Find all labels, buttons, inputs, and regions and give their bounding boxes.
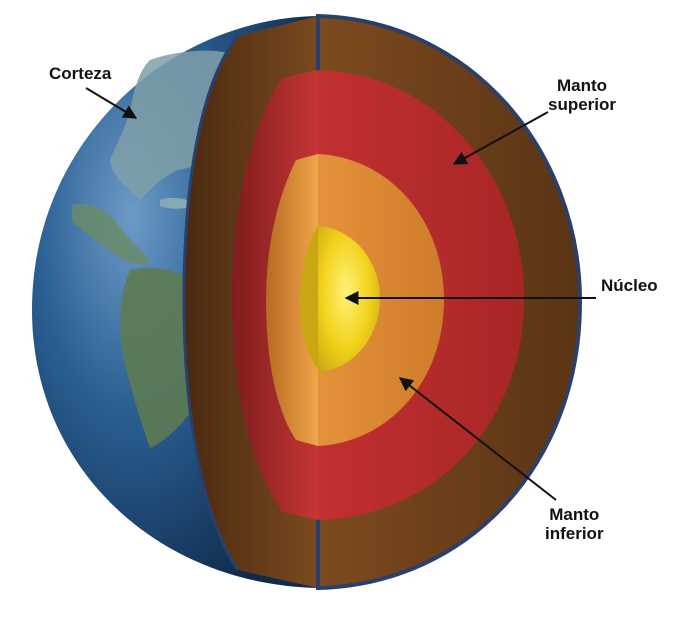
land-south-america	[120, 267, 200, 448]
core-left-face	[300, 226, 318, 370]
label-manto-superior: Manto superior	[548, 76, 616, 114]
label-manto-superior-line1: Manto	[556, 76, 608, 95]
label-manto-inferior: Manto inferior	[545, 505, 604, 543]
arrow-manto-inferior	[398, 377, 557, 501]
label-manto-inferior-line1: Manto	[549, 505, 600, 524]
lower-mantle-left-face	[266, 154, 318, 446]
label-corteza-text: Corteza	[49, 64, 112, 83]
arrow-manto-superior	[452, 111, 549, 165]
arrow-corteza	[85, 87, 138, 119]
label-manto-inferior-line2: inferior	[545, 524, 604, 543]
lower-mantle	[266, 154, 444, 446]
label-corteza: Corteza	[49, 64, 111, 83]
land-central-america	[72, 203, 150, 265]
lower-mantle-right-face	[318, 154, 444, 446]
label-manto-superior-line2: superior	[548, 95, 617, 114]
land-north-america	[110, 50, 236, 200]
label-nucleo-text: Núcleo	[601, 276, 658, 295]
pointer-arrows	[85, 87, 596, 501]
crust-left-edge	[182, 35, 240, 571]
label-nucleo: Núcleo	[601, 276, 658, 295]
